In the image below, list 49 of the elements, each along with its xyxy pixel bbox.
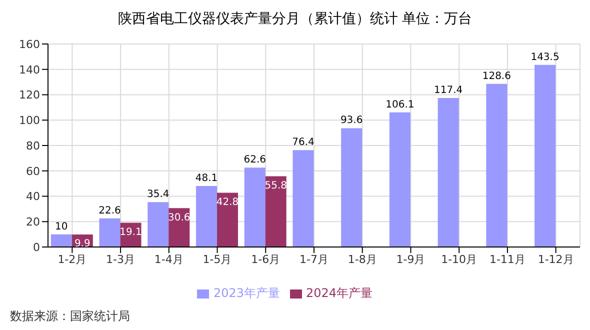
legend-label: 2024年产量 xyxy=(306,286,373,300)
bar xyxy=(534,64,556,247)
x-tick-label: 1-10月 xyxy=(441,252,478,266)
source-note: 数据来源：国家统计局 xyxy=(10,308,130,325)
bar xyxy=(438,98,459,247)
bar xyxy=(486,84,508,247)
y-tick-label: 120 xyxy=(19,88,40,102)
x-tick-label: 1-8月 xyxy=(348,252,377,266)
x-tick-label: 1-5月 xyxy=(202,252,232,266)
bar xyxy=(196,186,217,247)
y-tick-label: 140 xyxy=(19,63,40,76)
data-label: 48.1 xyxy=(195,172,218,184)
data-label: 62.6 xyxy=(244,154,266,166)
y-tick-label: 100 xyxy=(19,114,40,128)
chart-title: 陕西省电工仪器仪表产量分月（累计值）统计 单位：万台 xyxy=(116,10,474,28)
x-tick-label: 1-11月 xyxy=(489,252,526,266)
y-tick-label: 160 xyxy=(19,38,40,51)
bar xyxy=(244,168,266,247)
data-label: 19.1 xyxy=(120,226,142,238)
x-tick-label: 1-4月 xyxy=(154,252,184,266)
data-label: 128.6 xyxy=(482,70,511,82)
y-tick-label: 0 xyxy=(33,240,40,254)
x-tick-label: 1-7月 xyxy=(300,252,328,266)
x-tick-label: 1-2月 xyxy=(58,252,87,266)
y-tick-label: 40 xyxy=(26,190,40,204)
data-label: 55.8 xyxy=(264,180,287,192)
y-tick-label: 60 xyxy=(26,164,40,178)
y-tick-label: 20 xyxy=(26,216,40,229)
data-label: 117.4 xyxy=(434,85,463,96)
x-tick-label: 1-6月 xyxy=(251,252,280,266)
x-tick-label: 1-3月 xyxy=(106,252,136,266)
bar xyxy=(292,150,314,247)
data-label: 143.5 xyxy=(530,52,560,63)
data-label: 76.4 xyxy=(292,137,314,148)
x-tick-label: 1-9月 xyxy=(396,252,426,266)
bar xyxy=(148,202,169,247)
bar xyxy=(50,234,72,247)
data-label: 35.4 xyxy=(146,189,170,200)
bar xyxy=(99,218,120,247)
bar xyxy=(265,176,286,247)
data-label: 93.6 xyxy=(340,115,363,126)
x-tick-label: 1-12月 xyxy=(538,252,574,266)
data-label: 10 xyxy=(55,221,68,232)
bar xyxy=(341,128,362,247)
legend-label: 2023年产量 xyxy=(213,286,280,300)
bar xyxy=(389,112,410,247)
data-label: 106.1 xyxy=(386,99,414,110)
data-label: 22.6 xyxy=(98,205,121,216)
y-tick-label: 80 xyxy=(26,139,40,152)
